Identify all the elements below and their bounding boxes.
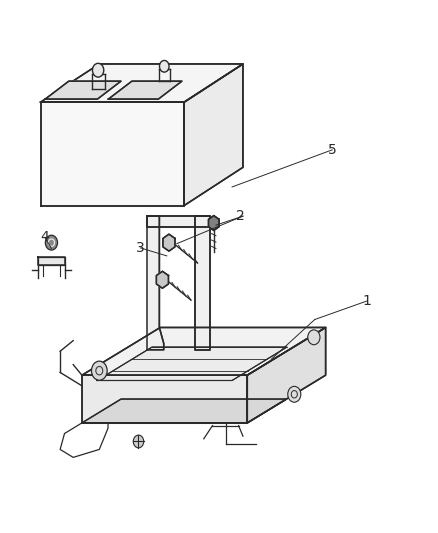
Polygon shape: [97, 347, 287, 381]
Circle shape: [92, 361, 107, 380]
Circle shape: [159, 60, 169, 72]
Polygon shape: [147, 216, 164, 350]
Text: 5: 5: [328, 143, 336, 157]
Polygon shape: [38, 257, 65, 265]
Circle shape: [133, 435, 144, 448]
Text: 1: 1: [363, 294, 371, 308]
Polygon shape: [82, 327, 325, 375]
Text: 4: 4: [41, 230, 49, 244]
Text: 3: 3: [136, 241, 145, 255]
Polygon shape: [195, 216, 210, 350]
Polygon shape: [147, 216, 210, 227]
Polygon shape: [247, 327, 325, 423]
Polygon shape: [45, 81, 121, 99]
Polygon shape: [41, 102, 184, 206]
Circle shape: [46, 235, 57, 250]
Polygon shape: [156, 271, 169, 288]
Polygon shape: [184, 64, 243, 206]
Circle shape: [288, 386, 301, 402]
Polygon shape: [41, 64, 243, 102]
Circle shape: [308, 330, 320, 345]
Polygon shape: [108, 81, 182, 99]
Text: 2: 2: [237, 209, 245, 223]
Polygon shape: [82, 399, 286, 423]
Polygon shape: [82, 375, 247, 423]
Polygon shape: [208, 216, 219, 230]
Polygon shape: [163, 234, 175, 251]
Circle shape: [92, 63, 104, 77]
